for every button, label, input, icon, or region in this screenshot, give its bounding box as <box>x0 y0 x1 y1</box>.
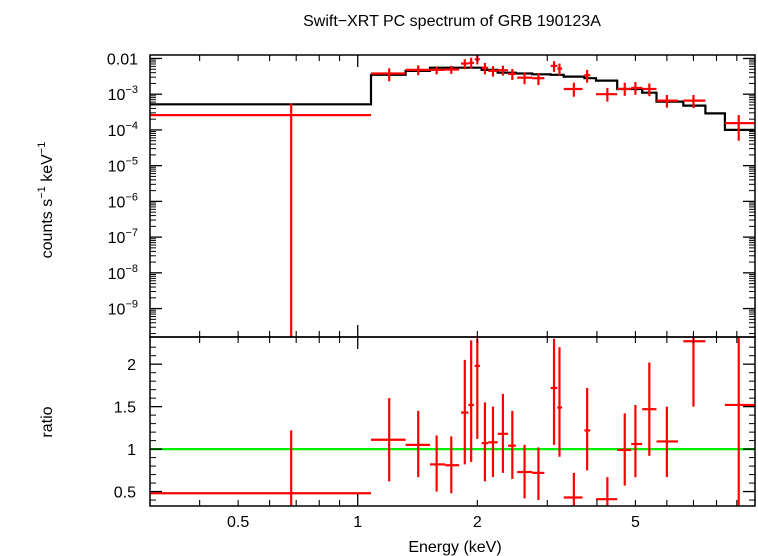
ratio-y-tick-label: 1.5 <box>114 400 136 417</box>
y-tick-label: 10−7 <box>108 227 138 247</box>
ratio-data-point <box>474 338 480 439</box>
ratio-data-point <box>468 340 474 462</box>
spectrum-panel-frame <box>149 54 756 338</box>
ratio-data-point <box>405 410 430 478</box>
spectrum-data-point <box>508 68 516 80</box>
ratio-data-point <box>517 444 533 499</box>
ratio-data-point <box>724 337 755 506</box>
spectrum-data-point <box>631 81 643 95</box>
spectrum-data-point <box>481 62 489 75</box>
ratio-data-point <box>371 398 406 482</box>
y-axis-label-exp1: −1 <box>36 186 48 199</box>
ratio-data-point <box>642 362 657 456</box>
y-axis-label-mid: keV <box>39 154 56 186</box>
y-tick-label-base: 10 <box>108 266 126 283</box>
spectrum-data-point <box>642 83 657 97</box>
x-tick-label: 0.5 <box>227 514 249 531</box>
model-step-line <box>150 66 755 131</box>
y-axis-label-ratio: ratio <box>39 406 56 437</box>
y-tick-label-exponent: −9 <box>125 299 138 311</box>
y-tick-label-base: 10 <box>108 123 126 140</box>
y-tick-label-base: 10 <box>108 159 126 176</box>
chart-title: Swift−XRT PC spectrum of GRB 190123A <box>303 13 601 30</box>
y-axis-label-base: counts s <box>39 199 56 259</box>
ratio-data-point <box>488 406 498 478</box>
spectrum-data-point <box>445 65 460 74</box>
y-tick-label-base: 10 <box>108 230 126 247</box>
spectrum-data-point <box>724 115 755 141</box>
y-tick-label-exponent: −7 <box>125 227 138 239</box>
ratio-data-point <box>532 447 545 501</box>
spectrum-data-point <box>461 59 469 70</box>
y-tick-label-exponent: −6 <box>125 191 138 203</box>
ratio-data-point <box>683 337 706 407</box>
ratio-data-point <box>631 404 643 478</box>
spectrum-data-point <box>563 82 583 97</box>
ratio-data-point <box>617 413 632 486</box>
ratio-data-point <box>584 387 591 471</box>
spectrum-data-point <box>468 57 474 69</box>
spectrum-data-point <box>557 63 563 76</box>
ratio-data-point <box>508 410 516 479</box>
ratio-data-point <box>461 359 469 465</box>
ratio-data-point <box>563 472 583 506</box>
y-tick-label: 10−3 <box>108 84 138 104</box>
spectrum-data-point <box>683 94 706 109</box>
ratio-y-tick-label: 0.5 <box>114 485 136 502</box>
ratio-y-tick-label: 1 <box>127 442 136 459</box>
ratio-panel-frame <box>149 336 756 507</box>
x-tick-label: 1 <box>353 514 362 531</box>
y-tick-label-exponent: −4 <box>125 120 138 132</box>
y-tick-label-exponent: −5 <box>125 156 138 168</box>
spectrum-data-point <box>150 103 372 337</box>
y-tick-label-base: 0.01 <box>107 51 138 68</box>
ratio-data-point <box>557 347 563 457</box>
y-tick-label-base: 10 <box>108 302 126 319</box>
y-tick-label-base: 10 <box>108 87 126 104</box>
y-tick-label-exponent: −8 <box>125 263 138 275</box>
spectrum-data-point <box>550 61 558 72</box>
x-tick-label: 5 <box>631 514 640 531</box>
spectrum-data-point <box>371 68 406 82</box>
y-tick-label: 10−8 <box>108 263 138 283</box>
y-tick-label-exponent: −3 <box>125 84 138 96</box>
spectrum-data-point <box>532 73 545 86</box>
spectrum-data-point <box>517 72 533 85</box>
spectrum-data-point <box>405 65 430 76</box>
ratio-data-point <box>150 430 372 506</box>
ratio-data-point <box>596 477 618 506</box>
spectrum-data-point <box>497 65 509 76</box>
spectrum-plot-area <box>150 55 755 337</box>
y-tick-label: 10−9 <box>108 299 138 319</box>
ratio-data-point <box>481 402 489 482</box>
spectrum-data-point <box>596 87 618 102</box>
ratio-data-point <box>656 406 679 478</box>
spectrum-data-point <box>488 66 498 77</box>
y-axis-label-exp2: −1 <box>36 142 48 155</box>
ratio-data-point <box>445 436 460 494</box>
ratio-plot-area <box>150 337 755 506</box>
ratio-data-point <box>497 393 509 473</box>
spectrum-data-point <box>429 66 446 75</box>
x-axis-label: Energy (keV) <box>408 539 501 556</box>
y-tick-label-base: 10 <box>108 194 126 211</box>
ratio-y-tick-label: 2 <box>127 357 136 374</box>
spectrum-data-point <box>617 82 632 96</box>
y-tick-label: 10−4 <box>108 120 138 140</box>
y-tick-label: 10−6 <box>108 191 138 211</box>
ratio-data-point <box>429 435 446 492</box>
ratio-data-point <box>550 338 558 445</box>
y-tick-label: 0.01 <box>107 51 138 68</box>
spectrum-data-point <box>656 94 679 108</box>
y-tick-label: 10−5 <box>108 156 138 176</box>
spectrum-data-point <box>584 69 591 83</box>
x-tick-label: 2 <box>473 514 482 531</box>
y-axis-label-spectrum: counts s−1 keV−1 <box>36 142 56 259</box>
